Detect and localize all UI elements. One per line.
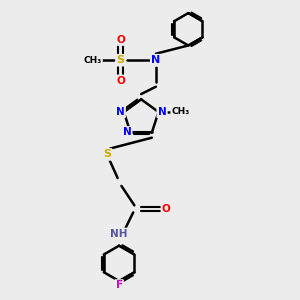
Text: N: N [158,107,167,117]
Text: CH₃: CH₃ [172,107,190,116]
Text: N: N [151,55,160,65]
Text: O: O [162,204,171,214]
Text: O: O [116,34,125,45]
Text: S: S [117,55,124,65]
Text: N: N [122,128,131,137]
Text: N: N [116,107,124,117]
Text: O: O [116,76,125,86]
Text: NH: NH [110,229,128,239]
Text: CH₃: CH₃ [83,56,102,65]
Text: F: F [116,280,123,290]
Text: S: S [103,149,111,159]
